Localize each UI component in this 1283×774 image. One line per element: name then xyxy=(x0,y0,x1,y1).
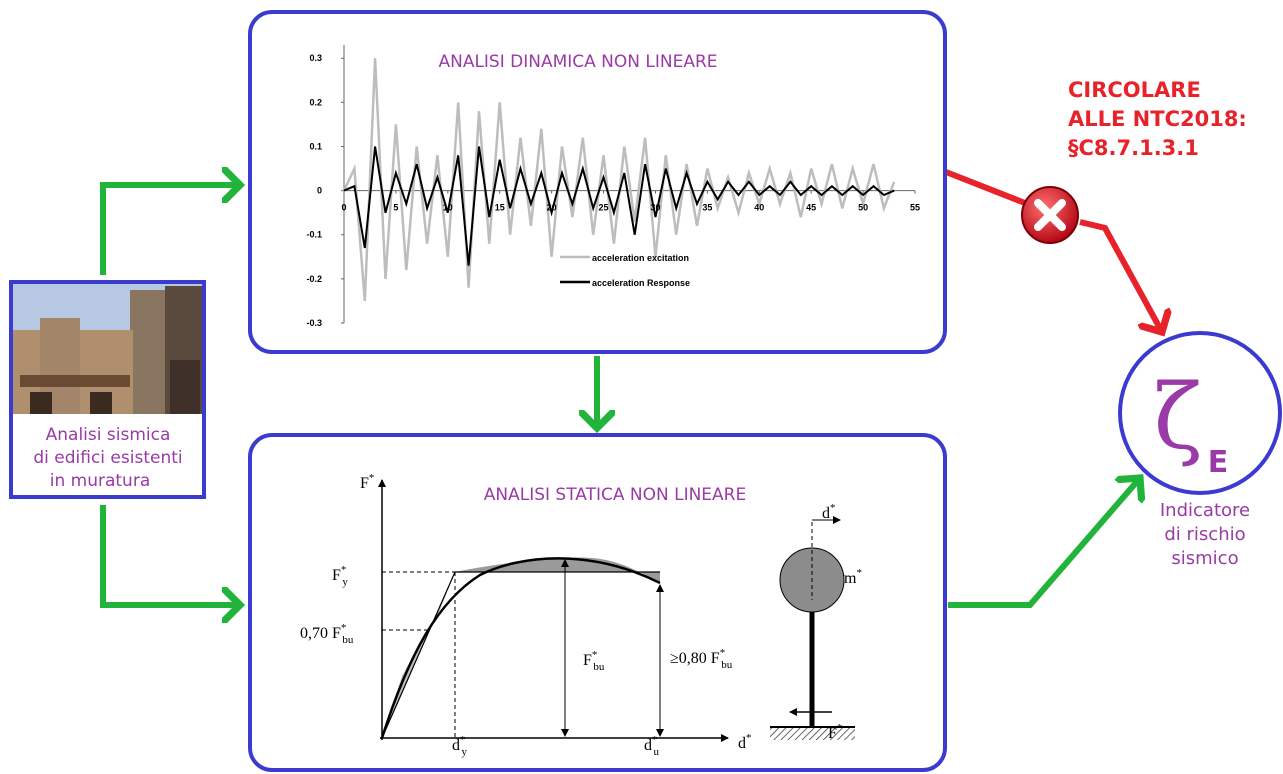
chart-title: ANALISI DINAMICA NON LINEARE xyxy=(438,52,717,72)
label-sup: * xyxy=(837,722,843,734)
x-tick-label: 55 xyxy=(910,203,920,213)
pushover-title: ANALISI STATICA NON LINEARE xyxy=(484,485,746,505)
indicator-caption: sismico xyxy=(1171,548,1238,569)
x-tick-label: 15 xyxy=(495,203,505,213)
legend-label: acceleration Response xyxy=(592,278,690,288)
label-text: F xyxy=(583,652,592,669)
label-text: F xyxy=(828,725,837,742)
pushover-label: F* y xyxy=(332,564,348,588)
caption-line: Analisi sismica xyxy=(46,425,171,445)
circolare: CIRCOLARE ALLE NTC2018: §C8.7.1.3.1 xyxy=(1068,78,1247,160)
label-text: d xyxy=(822,505,830,522)
pushover-diagram xyxy=(378,479,855,742)
label-sub: y xyxy=(342,576,348,588)
pushover-labels: F*F* y0,70 F* buF* bu ≥0,80 F* bud*d* y d* ud*m*… xyxy=(300,472,862,758)
x-tick-label: 0 xyxy=(341,203,346,213)
red-arrow xyxy=(944,169,1162,332)
label-sup: * xyxy=(720,647,726,659)
pushover-label: F* bu xyxy=(583,649,605,673)
label-sub: bu xyxy=(593,661,605,673)
label-sub: u xyxy=(654,746,660,758)
y-tick-label: 0 xyxy=(317,186,322,196)
x-tick-label: 10 xyxy=(443,203,453,213)
pushover-label: F* xyxy=(360,472,374,492)
label-sup: * xyxy=(341,622,347,634)
pushover-label: d* xyxy=(738,732,752,752)
arrow xyxy=(1079,219,1162,332)
left-panel: Analisi sismica di edifici esistenti in … xyxy=(9,280,206,499)
label-sup: * xyxy=(460,734,466,746)
circolare-line: §C8.7.1.3.1 xyxy=(1068,136,1199,160)
label-text: d xyxy=(738,735,746,752)
y-tick-label: 0.2 xyxy=(309,97,322,107)
pushover-label: m* xyxy=(844,567,862,587)
arrow xyxy=(948,478,1140,608)
label-sup: * xyxy=(652,734,658,746)
indicator-symbol: ζ xyxy=(1154,365,1203,470)
label-text: F xyxy=(360,475,369,492)
label-text: d xyxy=(644,737,652,754)
label-sup: * xyxy=(369,472,375,484)
caption-line: di edifici esistenti xyxy=(33,448,182,468)
y-tick-label: -0.2 xyxy=(306,274,322,284)
indicator-caption: Indicatore xyxy=(1160,500,1250,521)
label-text: m xyxy=(844,570,857,587)
pushover-label: F* xyxy=(828,722,842,742)
x-tick-label: 25 xyxy=(599,203,609,213)
reject-icon xyxy=(1021,186,1079,244)
circolare-line: CIRCOLARE xyxy=(1068,78,1201,102)
x-tick-label: 20 xyxy=(547,203,557,213)
pushover-label: 0,70 F* bu xyxy=(300,622,354,646)
pushover-label: d* y xyxy=(452,734,468,758)
y-tick-label: 0.1 xyxy=(309,141,322,151)
indicator: ζ E Indicatore di rischio sismico xyxy=(1118,331,1282,569)
arrow xyxy=(100,505,240,605)
label-sub: y xyxy=(462,746,468,758)
pushover-label: d* u xyxy=(644,734,660,758)
pushover-label: ≥0,80 F* bu xyxy=(670,647,733,671)
flow-arrows xyxy=(100,185,1140,608)
x-tick-label: 50 xyxy=(858,203,868,213)
dynamic-panel xyxy=(248,10,947,354)
label-sup: * xyxy=(592,649,598,661)
static-panel xyxy=(248,433,947,772)
label-text: ≥0,80 F xyxy=(670,650,720,667)
arrow xyxy=(100,185,240,275)
x-tick-label: 40 xyxy=(754,203,764,213)
arrow xyxy=(944,169,1027,206)
x-tick-label: 45 xyxy=(806,203,816,213)
x-tick-label: 35 xyxy=(702,203,712,213)
label-text: d xyxy=(452,737,460,754)
label-sup: * xyxy=(341,564,347,576)
label-text: 0,70 F xyxy=(300,625,341,642)
caption-line: in muratura xyxy=(50,471,151,491)
indicator-caption: di rischio xyxy=(1164,524,1245,545)
y-tick-label: -0.3 xyxy=(306,318,322,328)
label-sup: * xyxy=(746,732,752,744)
label-sub: bu xyxy=(721,659,733,671)
y-tick-label: 0.3 xyxy=(309,53,322,63)
series-line xyxy=(343,146,895,266)
label-sub: bu xyxy=(342,634,354,646)
label-sup: * xyxy=(830,502,836,514)
legend-label: acceleration excitation xyxy=(592,253,689,263)
x-tick-label: 5 xyxy=(393,203,398,213)
circolare-line: ALLE NTC2018: xyxy=(1068,107,1247,131)
label-text: F xyxy=(332,567,341,584)
x-tick-label: 30 xyxy=(650,203,660,213)
label-sup: * xyxy=(856,567,862,579)
pushover-label: d* xyxy=(822,502,836,522)
time-history-chart: -0.3 -0.2 -0.1 0 0.1 0.2 0.3 0 5 10 15 20 25 30 35 40 45… xyxy=(306,45,920,328)
y-tick-label: -0.1 xyxy=(306,230,322,240)
indicator-subscript: E xyxy=(1208,445,1229,480)
